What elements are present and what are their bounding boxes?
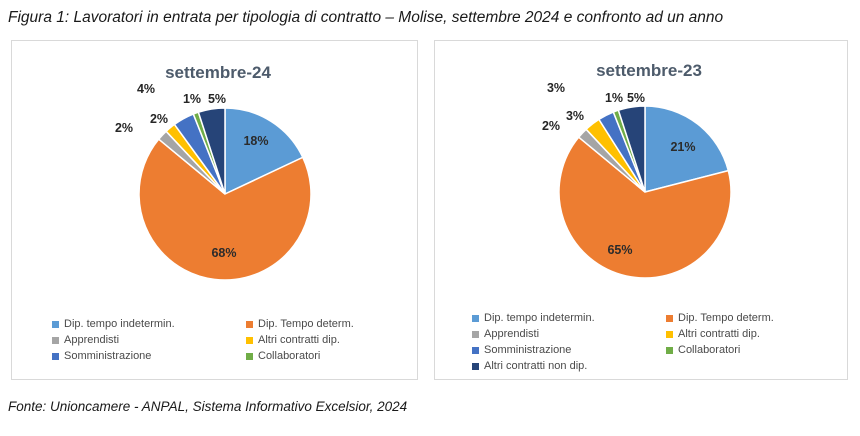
chart-title: settembre-23 [596, 61, 702, 80]
legend-label: Dip. tempo indetermin. [64, 318, 175, 330]
legend-item-somministrazione: Somministrazione [52, 349, 224, 363]
data-label-collaboratori: 1% [183, 92, 201, 106]
legend-item-altri-contratti-dip: Altri contratti dip. [666, 327, 816, 341]
pie-slice-dip-tempo-determ [558, 136, 732, 279]
legend-label: Dip. Tempo determ. [678, 312, 774, 324]
legend-swatch [472, 346, 479, 354]
legend-item-somministrazione: Somministrazione [472, 343, 644, 357]
chart-legend: Dip. tempo indetermin. Dip. Tempo determ.… [52, 317, 396, 363]
data-label-dip-tempo-indetermin: 18% [243, 134, 268, 148]
legend-item-apprendisti: Apprendisti [52, 333, 224, 347]
legend-item-dip-tempo-indetermin: Dip. tempo indetermin. [472, 311, 644, 325]
legend-item-collaboratori: Collaboratori [246, 349, 396, 363]
legend-label: Altri contratti non dip. [484, 360, 588, 372]
data-label-altri-contratti-non-dip: 5% [627, 91, 645, 105]
legend-swatch [472, 330, 479, 338]
data-label-collaboratori: 1% [605, 91, 623, 105]
legend-swatch [52, 336, 59, 344]
legend-item-dip-tempo-determ: Dip. Tempo determ. [246, 317, 396, 331]
pie-slice-altri-contratti-non-dip [617, 105, 646, 193]
figure-source: Fonte: Unioncamere - ANPAL, Sistema Info… [8, 399, 408, 414]
legend-swatch [472, 362, 479, 370]
pie-slice-dip-tempo-indetermin [224, 107, 304, 196]
legend-label: Somministrazione [64, 350, 152, 362]
legend-swatch [666, 314, 673, 322]
legend-swatch [666, 330, 673, 338]
data-label-dip-tempo-determ: 68% [211, 246, 236, 260]
chart-title: settembre-24 [165, 63, 271, 82]
data-label-altri-contratti-dip: 2% [150, 112, 168, 126]
legend-item-altri-contratti-dip: Altri contratti dip. [246, 333, 396, 347]
legend-label: Altri contratti dip. [258, 334, 340, 346]
data-label-apprendisti: 2% [115, 121, 133, 135]
data-label-altri-contratti-non-dip: 5% [208, 92, 226, 106]
legend-swatch [666, 346, 673, 354]
chart-panel-settembre-23: settembre-23 21% 65% 2% 3% 3% 1% 5% Dip. tempo … [434, 40, 848, 380]
data-label-dip-tempo-indetermin: 21% [670, 140, 695, 154]
pie-slice-dip-tempo-determ [138, 138, 312, 281]
legend-label: Altri contratti dip. [678, 328, 760, 340]
data-label-altri-contratti-dip: 3% [566, 109, 584, 123]
pie-chart-settembre-24: settembre-24 18% 68% 2% 2% 4% 1% 5% [115, 63, 312, 281]
legend-swatch [246, 352, 253, 360]
legend-label: Collaboratori [678, 344, 741, 356]
legend-label: Apprendisti [484, 328, 540, 340]
legend-swatch [52, 320, 59, 328]
legend-item-collaboratori: Collaboratori [666, 343, 816, 357]
legend-swatch [246, 336, 253, 344]
chart-legend: Dip. tempo indetermin. Dip. Tempo determ.… [472, 311, 816, 373]
legend-label: Apprendisti [64, 334, 120, 346]
data-label-somministrazione: 3% [547, 81, 565, 95]
data-label-apprendisti: 2% [542, 119, 560, 133]
data-label-somministrazione: 4% [137, 82, 155, 96]
pie-slice-altri-contratti-non-dip [197, 107, 226, 195]
pie-chart-settembre-23: settembre-23 21% 65% 2% 3%3% 1% 5% [542, 61, 732, 279]
legend-swatch [52, 352, 59, 360]
legend-label: Dip. Tempo determ. [258, 318, 354, 330]
legend-label: Collaboratori [258, 350, 321, 362]
legend-item-dip-tempo-determ: Dip. Tempo determ. [666, 311, 816, 325]
figure-title: Figura 1: Lavoratori in entrata per tipo… [8, 9, 724, 26]
legend-swatch [246, 320, 253, 328]
legend-item-altri-contratti-non-dip: Altri contratti non dip. [472, 359, 644, 373]
legend-item-apprendisti: Apprendisti [472, 327, 644, 341]
legend-label: Somministrazione [484, 344, 572, 356]
chart-panel-settembre-24: settembre-24 18% 68% 2% 2% 4% 1% 5% Dip. tempo … [11, 40, 418, 380]
legend-item-dip-tempo-indetermin: Dip. tempo indetermin. [52, 317, 224, 331]
pie-slice-dip-tempo-indetermin [644, 105, 730, 193]
data-label-dip-tempo-determ: 65% [607, 243, 632, 257]
legend-label: Dip. tempo indetermin. [484, 312, 595, 324]
legend-swatch [472, 314, 479, 322]
